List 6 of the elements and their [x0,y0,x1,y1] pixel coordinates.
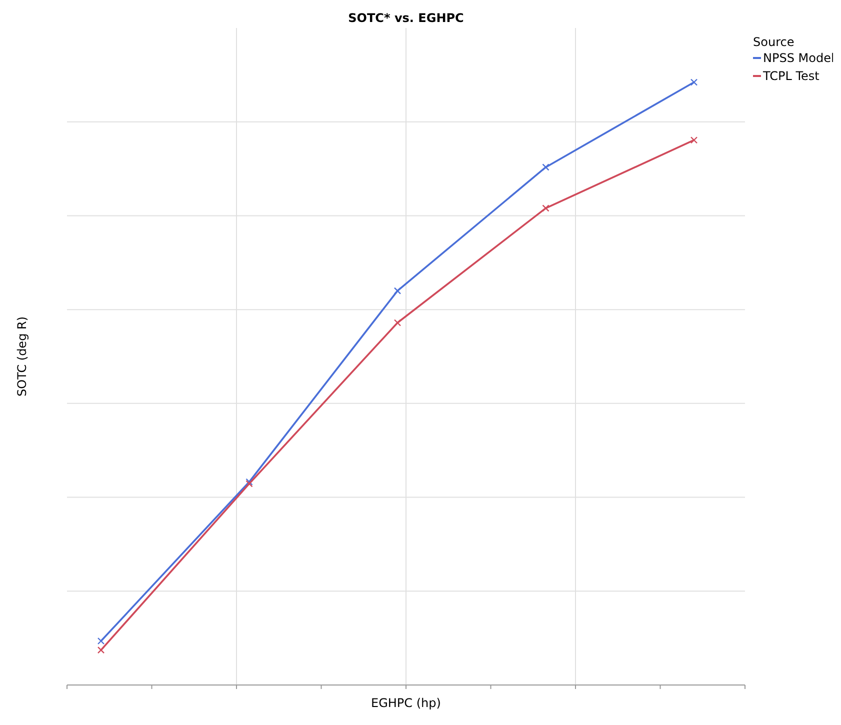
legend-label: NPSS Model [763,51,834,65]
chart-title: SOTC* vs. EGHPC [348,11,464,25]
legend-title: Source [753,35,794,49]
x-axis-title: EGHPC (hp) [371,696,441,710]
y-axis-title: SOTC (deg R) [15,316,29,397]
legend-label: TCPL Test [762,69,820,83]
